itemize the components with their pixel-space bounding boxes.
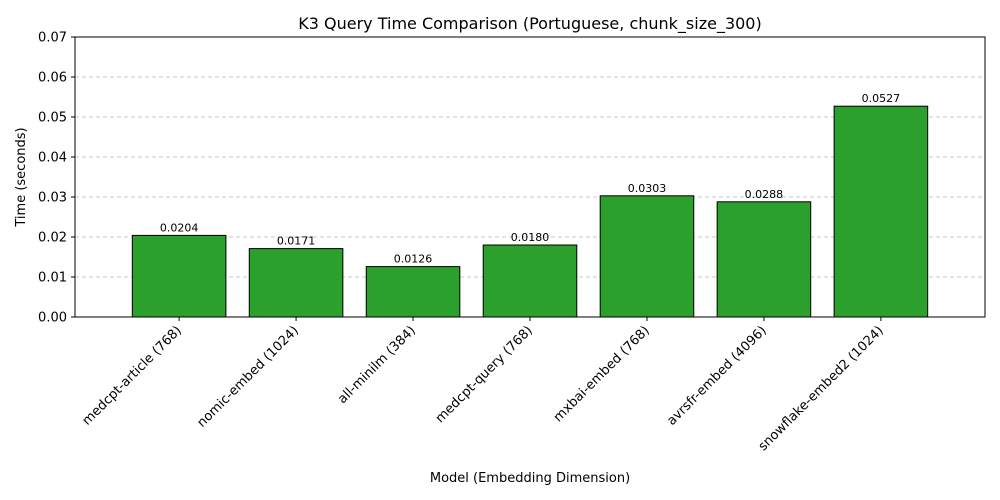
x-tick-label: nomic-embed (1024) <box>195 323 302 430</box>
y-tick-label: 0.05 <box>38 111 67 126</box>
x-tick-label: mxbai-embed (768) <box>551 323 653 425</box>
y-tick-label: 0.06 <box>38 71 67 86</box>
x-tick-label: all-minilm (384) <box>335 323 419 407</box>
y-tick-label: 0.04 <box>38 151 67 166</box>
bar-value-label: 0.0303 <box>628 182 667 195</box>
x-tick-label: medcpt-article (768) <box>80 323 185 428</box>
bar <box>482 244 578 318</box>
bar <box>833 105 929 318</box>
y-tick-label: 0.00 <box>38 311 67 326</box>
x-tick-label: medcpt-query (768) <box>433 323 536 426</box>
bar <box>599 195 695 318</box>
chart-title: K3 Query Time Comparison (Portuguese, ch… <box>298 14 761 34</box>
y-tick-label: 0.07 <box>38 31 67 46</box>
bar <box>248 248 344 318</box>
bar-value-label: 0.0527 <box>862 92 901 105</box>
y-tick-label: 0.02 <box>38 231 67 246</box>
bar <box>131 234 227 318</box>
bar <box>365 266 461 318</box>
x-tick-label: avrsfr-embed (4096) <box>664 323 769 428</box>
bars <box>131 105 929 318</box>
bar-value-label: 0.0126 <box>394 253 433 266</box>
y-axis-label: Time (seconds) <box>14 127 29 227</box>
bar-value-label: 0.0204 <box>160 221 199 234</box>
bar-value-label: 0.0180 <box>511 231 550 244</box>
bar-value-label: 0.0288 <box>745 188 784 201</box>
x-axis-label: Model (Embedding Dimension) <box>430 471 630 486</box>
bar-value-label: 0.0171 <box>277 235 316 248</box>
y-tick-label: 0.03 <box>38 191 67 206</box>
x-tick-label: snowflake-embed2 (1024) <box>756 323 887 454</box>
bar <box>716 201 812 318</box>
data-labels: 0.0204 0.0171 0.0126 0.0180 0.0303 0.0288 0.05… <box>160 92 900 265</box>
y-tick-label: 0.01 <box>38 271 67 286</box>
